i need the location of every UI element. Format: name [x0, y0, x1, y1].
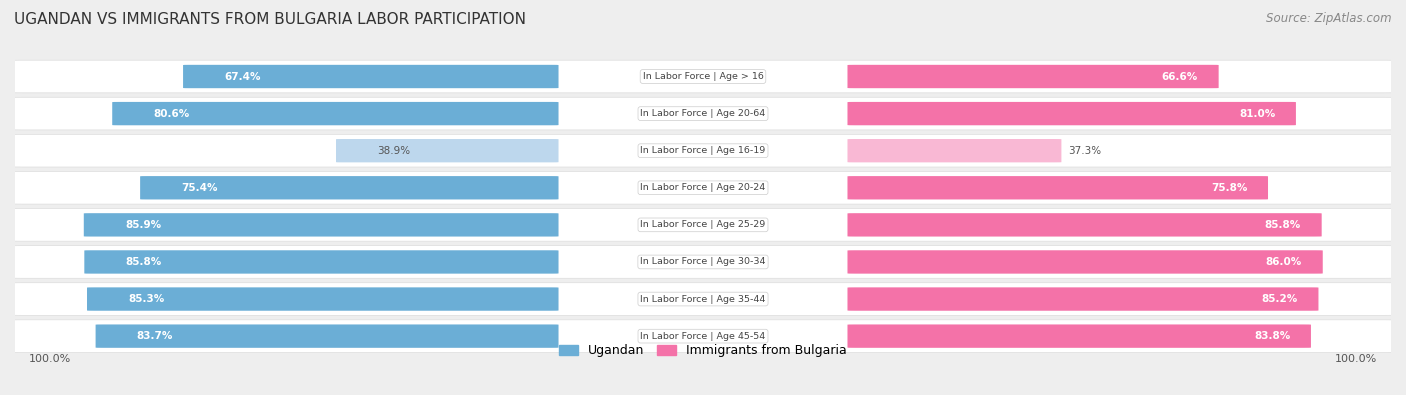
Text: 85.8%: 85.8% [125, 257, 162, 267]
FancyBboxPatch shape [848, 176, 1268, 199]
Text: UGANDAN VS IMMIGRANTS FROM BULGARIA LABOR PARTICIPATION: UGANDAN VS IMMIGRANTS FROM BULGARIA LABO… [14, 12, 526, 27]
FancyBboxPatch shape [8, 60, 1398, 93]
FancyBboxPatch shape [8, 134, 1398, 167]
Text: 67.4%: 67.4% [225, 71, 262, 81]
Text: 85.2%: 85.2% [1261, 294, 1298, 304]
Text: In Labor Force | Age > 16: In Labor Force | Age > 16 [643, 72, 763, 81]
FancyBboxPatch shape [848, 288, 1319, 311]
FancyBboxPatch shape [8, 171, 1398, 204]
FancyBboxPatch shape [141, 176, 558, 199]
FancyBboxPatch shape [8, 283, 1398, 315]
FancyBboxPatch shape [848, 139, 1062, 162]
Text: In Labor Force | Age 30-34: In Labor Force | Age 30-34 [640, 258, 766, 267]
Text: 66.6%: 66.6% [1161, 71, 1198, 81]
Text: 81.0%: 81.0% [1239, 109, 1275, 118]
Text: In Labor Force | Age 45-54: In Labor Force | Age 45-54 [640, 332, 766, 340]
FancyBboxPatch shape [8, 209, 1398, 241]
Text: In Labor Force | Age 20-64: In Labor Force | Age 20-64 [640, 109, 766, 118]
FancyBboxPatch shape [848, 65, 1219, 88]
Text: 100.0%: 100.0% [1334, 354, 1378, 364]
Text: 85.8%: 85.8% [1265, 220, 1301, 230]
Text: In Labor Force | Age 20-24: In Labor Force | Age 20-24 [640, 183, 766, 192]
Text: In Labor Force | Age 35-44: In Labor Force | Age 35-44 [640, 295, 766, 303]
Text: 86.0%: 86.0% [1265, 257, 1302, 267]
FancyBboxPatch shape [336, 139, 558, 162]
FancyBboxPatch shape [848, 102, 1296, 125]
Text: Source: ZipAtlas.com: Source: ZipAtlas.com [1267, 12, 1392, 25]
Text: In Labor Force | Age 16-19: In Labor Force | Age 16-19 [640, 146, 766, 155]
FancyBboxPatch shape [112, 102, 558, 125]
Legend: Ugandan, Immigrants from Bulgaria: Ugandan, Immigrants from Bulgaria [554, 339, 852, 362]
FancyBboxPatch shape [84, 213, 558, 237]
Text: 38.9%: 38.9% [377, 146, 411, 156]
FancyBboxPatch shape [848, 324, 1310, 348]
FancyBboxPatch shape [848, 250, 1323, 274]
FancyBboxPatch shape [8, 246, 1398, 278]
Text: 85.3%: 85.3% [128, 294, 165, 304]
FancyBboxPatch shape [84, 250, 558, 274]
FancyBboxPatch shape [183, 65, 558, 88]
FancyBboxPatch shape [87, 288, 558, 311]
FancyBboxPatch shape [848, 213, 1322, 237]
Text: 85.9%: 85.9% [125, 220, 162, 230]
Text: 80.6%: 80.6% [153, 109, 190, 118]
FancyBboxPatch shape [96, 324, 558, 348]
Text: 100.0%: 100.0% [28, 354, 72, 364]
Text: 75.4%: 75.4% [181, 183, 218, 193]
Text: 75.8%: 75.8% [1211, 183, 1247, 193]
Text: 83.8%: 83.8% [1254, 331, 1291, 341]
Text: In Labor Force | Age 25-29: In Labor Force | Age 25-29 [640, 220, 766, 229]
Text: 83.7%: 83.7% [136, 331, 173, 341]
FancyBboxPatch shape [8, 320, 1398, 352]
Text: 37.3%: 37.3% [1069, 146, 1101, 156]
FancyBboxPatch shape [8, 97, 1398, 130]
